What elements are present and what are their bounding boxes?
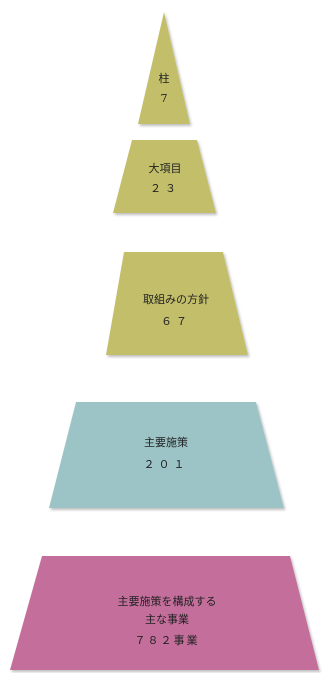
tier-pillars-label: 柱 [159, 71, 170, 85]
tier-major-items-shape [113, 140, 216, 213]
tier-policies-shape [106, 252, 248, 355]
tier-projects: 主要施策を構成する 主な事業 ７８２事業 [10, 556, 319, 670]
tier-main-measures-shape [49, 402, 284, 508]
tier-main-measures: 主要施策 ２０１ [49, 402, 284, 508]
tier-policies-count: ６７ [161, 315, 191, 328]
tier-major-items-count: ２３ [150, 182, 180, 195]
tier-pillars-shape [138, 12, 190, 124]
tier-pillars: 柱 7 [138, 12, 190, 124]
tier-projects-label-line2: 主な事業 [145, 613, 189, 626]
tier-major-items-label: 大項目 [149, 161, 182, 175]
tier-projects-count: ７８２事業 [135, 634, 200, 647]
tier-major-items: 大項目 ２３ [113, 140, 216, 213]
tier-projects-shape [10, 556, 319, 670]
tier-main-measures-count: ２０１ [144, 458, 189, 471]
tier-policies-label: 取組みの方針 [143, 292, 209, 306]
tier-pillars-count: 7 [161, 92, 168, 105]
tier-projects-label-line1: 主要施策を構成する [118, 594, 217, 608]
tier-policies: 取組みの方針 ６７ [106, 252, 248, 355]
tier-main-measures-label: 主要施策 [144, 435, 188, 449]
